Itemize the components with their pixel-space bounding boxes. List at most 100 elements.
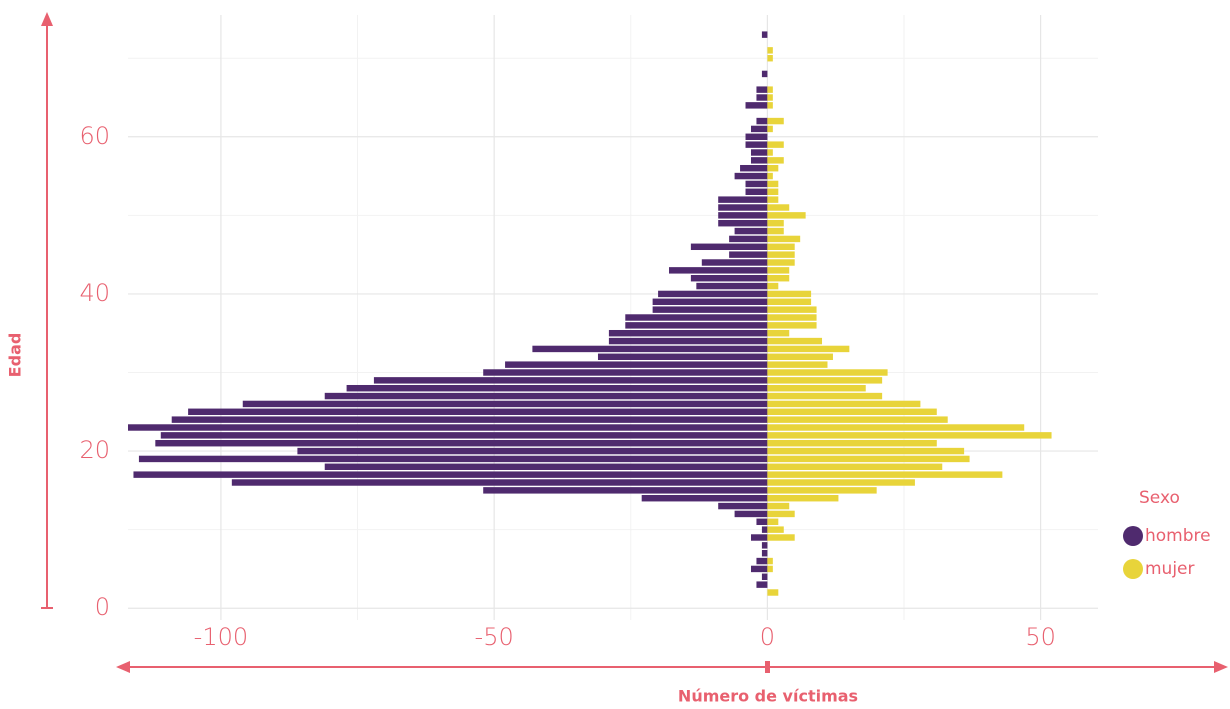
bar [718, 204, 768, 211]
bar [669, 267, 768, 274]
bar [297, 447, 768, 455]
bar [767, 369, 888, 376]
y-tick-label: 40 [79, 279, 110, 307]
bar [767, 86, 773, 93]
bar [625, 314, 768, 321]
bar [155, 439, 768, 447]
legend-label: mujer [1145, 559, 1195, 579]
bar [597, 353, 768, 361]
bar [734, 172, 768, 180]
bar [767, 526, 784, 533]
bar [756, 86, 768, 93]
bar [761, 549, 768, 557]
legend-swatch [1123, 526, 1143, 546]
bar [767, 259, 795, 266]
y-tick-label: 0 [95, 593, 110, 621]
bar [767, 47, 773, 54]
bar [767, 125, 773, 133]
bar [767, 157, 784, 164]
bar [505, 361, 768, 368]
bar [767, 487, 877, 494]
bar [750, 157, 768, 164]
bar [767, 149, 773, 156]
bar [658, 290, 768, 298]
bar [734, 227, 768, 235]
bar [756, 581, 768, 588]
bar [767, 94, 773, 101]
bar [767, 243, 795, 251]
bar [767, 212, 806, 219]
bar [756, 557, 768, 565]
bar [767, 282, 779, 290]
bar [767, 479, 915, 486]
bar [750, 149, 768, 156]
bar [133, 471, 768, 478]
bar [767, 384, 866, 392]
x-tick-label: -100 [194, 623, 248, 651]
bar [718, 196, 768, 203]
bar [767, 392, 883, 400]
bar [767, 180, 779, 188]
bar [718, 502, 768, 510]
bar [767, 251, 795, 258]
bar [745, 180, 768, 188]
bar [767, 377, 883, 384]
bar [767, 337, 823, 345]
bar [608, 329, 768, 337]
y-axis-label: Edad [6, 333, 25, 378]
bar [373, 377, 768, 384]
bar [767, 494, 839, 502]
bar [767, 54, 773, 62]
bar [652, 298, 768, 306]
y-tick-label: 20 [79, 436, 110, 464]
bar [608, 337, 768, 345]
bar [767, 227, 784, 235]
bar [767, 471, 1003, 478]
bar [767, 534, 795, 541]
bar [729, 251, 768, 258]
y-arrow-head [41, 12, 53, 26]
bar [745, 133, 768, 141]
bar [188, 408, 768, 416]
bar [690, 274, 768, 282]
bar [767, 353, 833, 361]
bar [761, 31, 768, 38]
bar [761, 526, 768, 533]
bar [625, 322, 768, 329]
bar [532, 345, 768, 353]
bar [740, 164, 768, 172]
decorations [41, 12, 1228, 673]
bar [767, 345, 850, 353]
bar [483, 369, 768, 376]
bar [128, 424, 768, 431]
bar [138, 455, 768, 463]
bar [745, 141, 768, 148]
bar [767, 424, 1025, 431]
bar [734, 510, 768, 518]
bar [346, 384, 768, 392]
y-tick-label: 60 [79, 122, 110, 150]
bar [767, 439, 937, 447]
bar [767, 219, 784, 227]
x-axis-label: Número de víctimas [678, 687, 858, 706]
bar [767, 306, 817, 313]
bar [761, 542, 768, 549]
bar [641, 494, 768, 502]
bar [324, 392, 768, 400]
bar [756, 518, 768, 526]
x-arrow-head-right [1214, 661, 1228, 673]
bar [756, 94, 768, 101]
bar [767, 172, 773, 180]
bar [767, 329, 790, 337]
bar [767, 510, 795, 518]
bar [767, 298, 812, 306]
bar [767, 188, 779, 196]
bar [767, 274, 790, 282]
bar [718, 219, 768, 227]
bar [767, 196, 779, 203]
bar [750, 565, 768, 573]
bar [767, 432, 1052, 439]
bar [767, 589, 779, 596]
bar [767, 518, 779, 526]
bar [767, 502, 790, 510]
